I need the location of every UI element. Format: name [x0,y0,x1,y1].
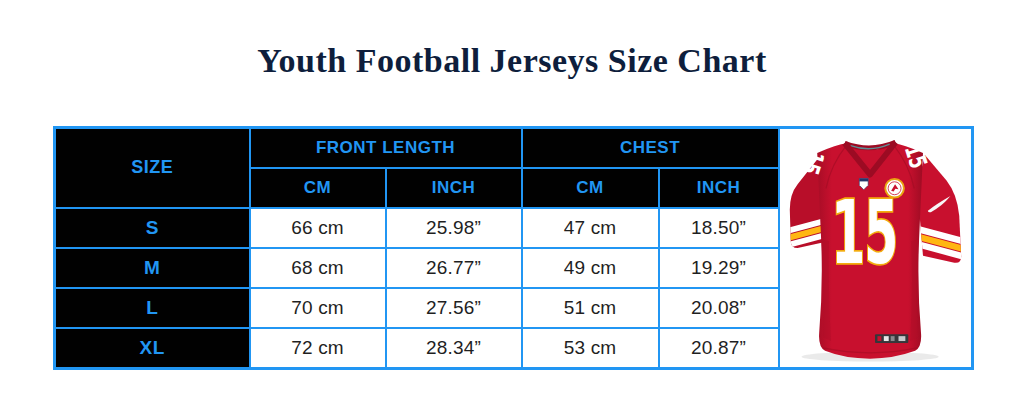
header-front-length-cm: CM [250,168,386,208]
chest-cm-value: 53 cm [522,328,659,368]
size-chart-table: SIZE FRONT LENGTH CHEST [53,126,974,370]
header-chest: CHEST [522,128,779,168]
size-cell: M [55,248,250,288]
front-length-inch-value: 28.34” [386,328,522,368]
size-cell: L [55,288,250,328]
chest-cm-value: 47 cm [522,208,659,248]
header-front-length-inch: INCH [386,168,522,208]
front-length-inch-value: 27.56” [386,288,522,328]
jock-tag [875,334,908,343]
front-length-inch-value: 25.98” [386,208,522,248]
front-length-cm-value: 66 cm [250,208,386,248]
header-chest-inch: INCH [659,168,779,208]
chest-inch-value: 19.29” [659,248,779,288]
front-length-inch-value: 26.77” [386,248,522,288]
chest-inch-value: 18.50” [659,208,779,248]
chest-cm-value: 49 cm [522,248,659,288]
front-length-cm-value: 70 cm [250,288,386,328]
header-size: SIZE [55,128,250,208]
front-length-cm-value: 68 cm [250,248,386,288]
chest-inch-value: 20.08” [659,288,779,328]
front-length-cm-value: 72 cm [250,328,386,368]
header-group-row: SIZE FRONT LENGTH CHEST [55,128,973,168]
page-title: Youth Football Jerseys Size Chart [0,42,1024,79]
header-chest-cm: CM [522,168,659,208]
chest-cm-value: 51 cm [522,288,659,328]
jersey-image-cell: 15 15 15 [779,128,973,369]
size-cell: S [55,208,250,248]
jersey-number-chest: 15 [831,181,897,283]
size-cell: XL [55,328,250,368]
jersey-product-image: 15 15 15 [780,129,970,367]
header-front-length: FRONT LENGTH [250,128,522,168]
chest-inch-value: 20.87” [659,328,779,368]
